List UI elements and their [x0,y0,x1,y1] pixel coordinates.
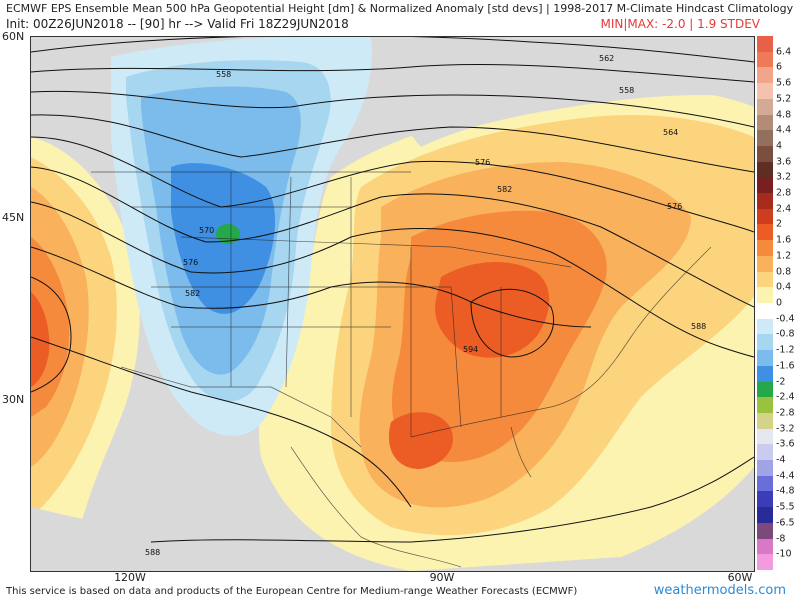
anomaly-fill-2.0-gulf [388,412,453,469]
contour-label: 576 [183,258,198,267]
legend-swatch [757,491,773,508]
legend-tick: 2.8 [776,187,792,199]
map-title: ECMWF EPS Ensemble Mean 500 hPa Geopoten… [6,2,794,15]
contour-label: 594 [463,345,478,354]
legend-swatch [757,412,773,430]
anomaly-neutral-south [31,507,331,571]
legend-swatch [757,271,773,288]
legend-swatch [757,130,773,147]
legend-swatch [757,350,773,367]
legend-swatch [757,365,773,383]
legend-tick: 5.6 [776,77,792,89]
legend-tick: -2 [776,376,786,388]
legend-tick: 4.8 [776,109,792,121]
anomaly-map: 558 562 558 564 576 576 582 570 576 582 … [30,36,755,572]
legend-tick: 6 [776,61,783,73]
init-valid-time: Init: 00Z26JUN2018 -- [90] hr --> Valid … [6,17,349,31]
legend-tick: -4.4 [776,470,795,482]
legend-tick: 2.4 [776,203,792,215]
legend-tick: -2.4 [776,391,795,403]
legend-swatch [757,193,773,210]
data-credit: This service is based on data and produc… [6,586,578,597]
legend-swatch [757,538,773,555]
legend-swatch [757,83,773,100]
contour-label: 588 [145,548,160,557]
legend-tick: -6.5 [776,517,795,529]
legend-swatch [757,208,773,225]
contour-label: 558 [619,86,634,95]
legend-tick: -1.2 [776,344,795,356]
legend-tick: 0.8 [776,266,792,278]
legend-tick: 6.4 [776,46,792,58]
legend-tick: -5.5 [776,501,795,513]
lon-label-120w: 120W [114,571,146,584]
legend-tick: -2.8 [776,407,795,419]
contour-label: 582 [185,289,200,298]
anomaly-color-legend [757,36,773,571]
legend-tick: -4.8 [776,485,795,497]
contour-label-group: 558 562 558 564 576 576 582 570 576 582 … [145,54,706,557]
legend-swatch [757,303,773,320]
legend-tick: 1.6 [776,234,792,246]
legend-swatch [757,381,773,398]
legend-tick: 3.2 [776,171,792,183]
legend-swatch [757,522,773,540]
legend-tick: -0.8 [776,328,795,340]
legend-swatch [757,554,773,571]
anomaly-fill-2.0-west [31,292,50,387]
legend-swatch [757,460,773,477]
legend-swatch [757,98,773,116]
contour-label: 562 [599,54,614,63]
contour-label: 588 [691,322,706,331]
legend-tick: -3.6 [776,438,795,450]
height-contours [31,37,754,543]
contour-label: 570 [199,226,214,235]
legend-tick: -10 [776,548,792,560]
legend-swatch [757,428,773,445]
legend-swatch [757,36,773,53]
contour-label: 558 [216,70,231,79]
legend-swatch [757,475,773,492]
legend-swatch [757,114,773,131]
contour-label: 576 [667,202,682,211]
legend-swatch [757,51,773,68]
contour-label: 582 [497,185,512,194]
political-boundaries [91,171,712,568]
contour-label: 576 [475,158,490,167]
lat-label-60n: 60N [2,30,25,43]
legend-tick: 0.4 [776,281,792,293]
legend-tick: 0 [776,297,783,309]
lat-label-30n: 30N [2,393,25,406]
legend-swatch [757,240,773,257]
min-max-stdev: MIN|MAX: -2.0 | 1.9 STDEV [600,17,760,31]
legend-tick: 4 [776,140,783,152]
legend-swatch [757,334,773,351]
legend-swatch [757,444,773,461]
lon-label-90w: 90W [429,571,455,584]
legend-swatch [757,224,773,241]
legend-tick: 5.2 [776,93,792,105]
legend-tick: -0.4 [776,313,795,325]
legend-swatch [757,145,773,163]
legend-swatch [757,507,773,524]
legend-tick: -3.2 [776,423,795,435]
legend-swatch [757,397,773,414]
lon-label-60w: 60W [727,571,753,584]
legend-swatch [757,67,773,84]
legend-tick: -4 [776,454,786,466]
legend-tick: 3.6 [776,156,792,168]
lat-label-45n: 45N [2,211,25,224]
legend-tick: 4.4 [776,124,792,136]
brand-link[interactable]: weathermodels.com [653,583,786,598]
contour-label: 564 [663,128,678,137]
legend-tick: 1.2 [776,250,792,262]
legend-swatch [757,161,773,178]
legend-swatch [757,318,773,335]
legend-tick: -1.6 [776,360,795,372]
legend-swatch [757,255,773,273]
legend-swatch [757,177,773,194]
legend-swatch [757,287,773,304]
legend-tick: 2 [776,218,783,230]
legend-tick: -8 [776,533,786,545]
